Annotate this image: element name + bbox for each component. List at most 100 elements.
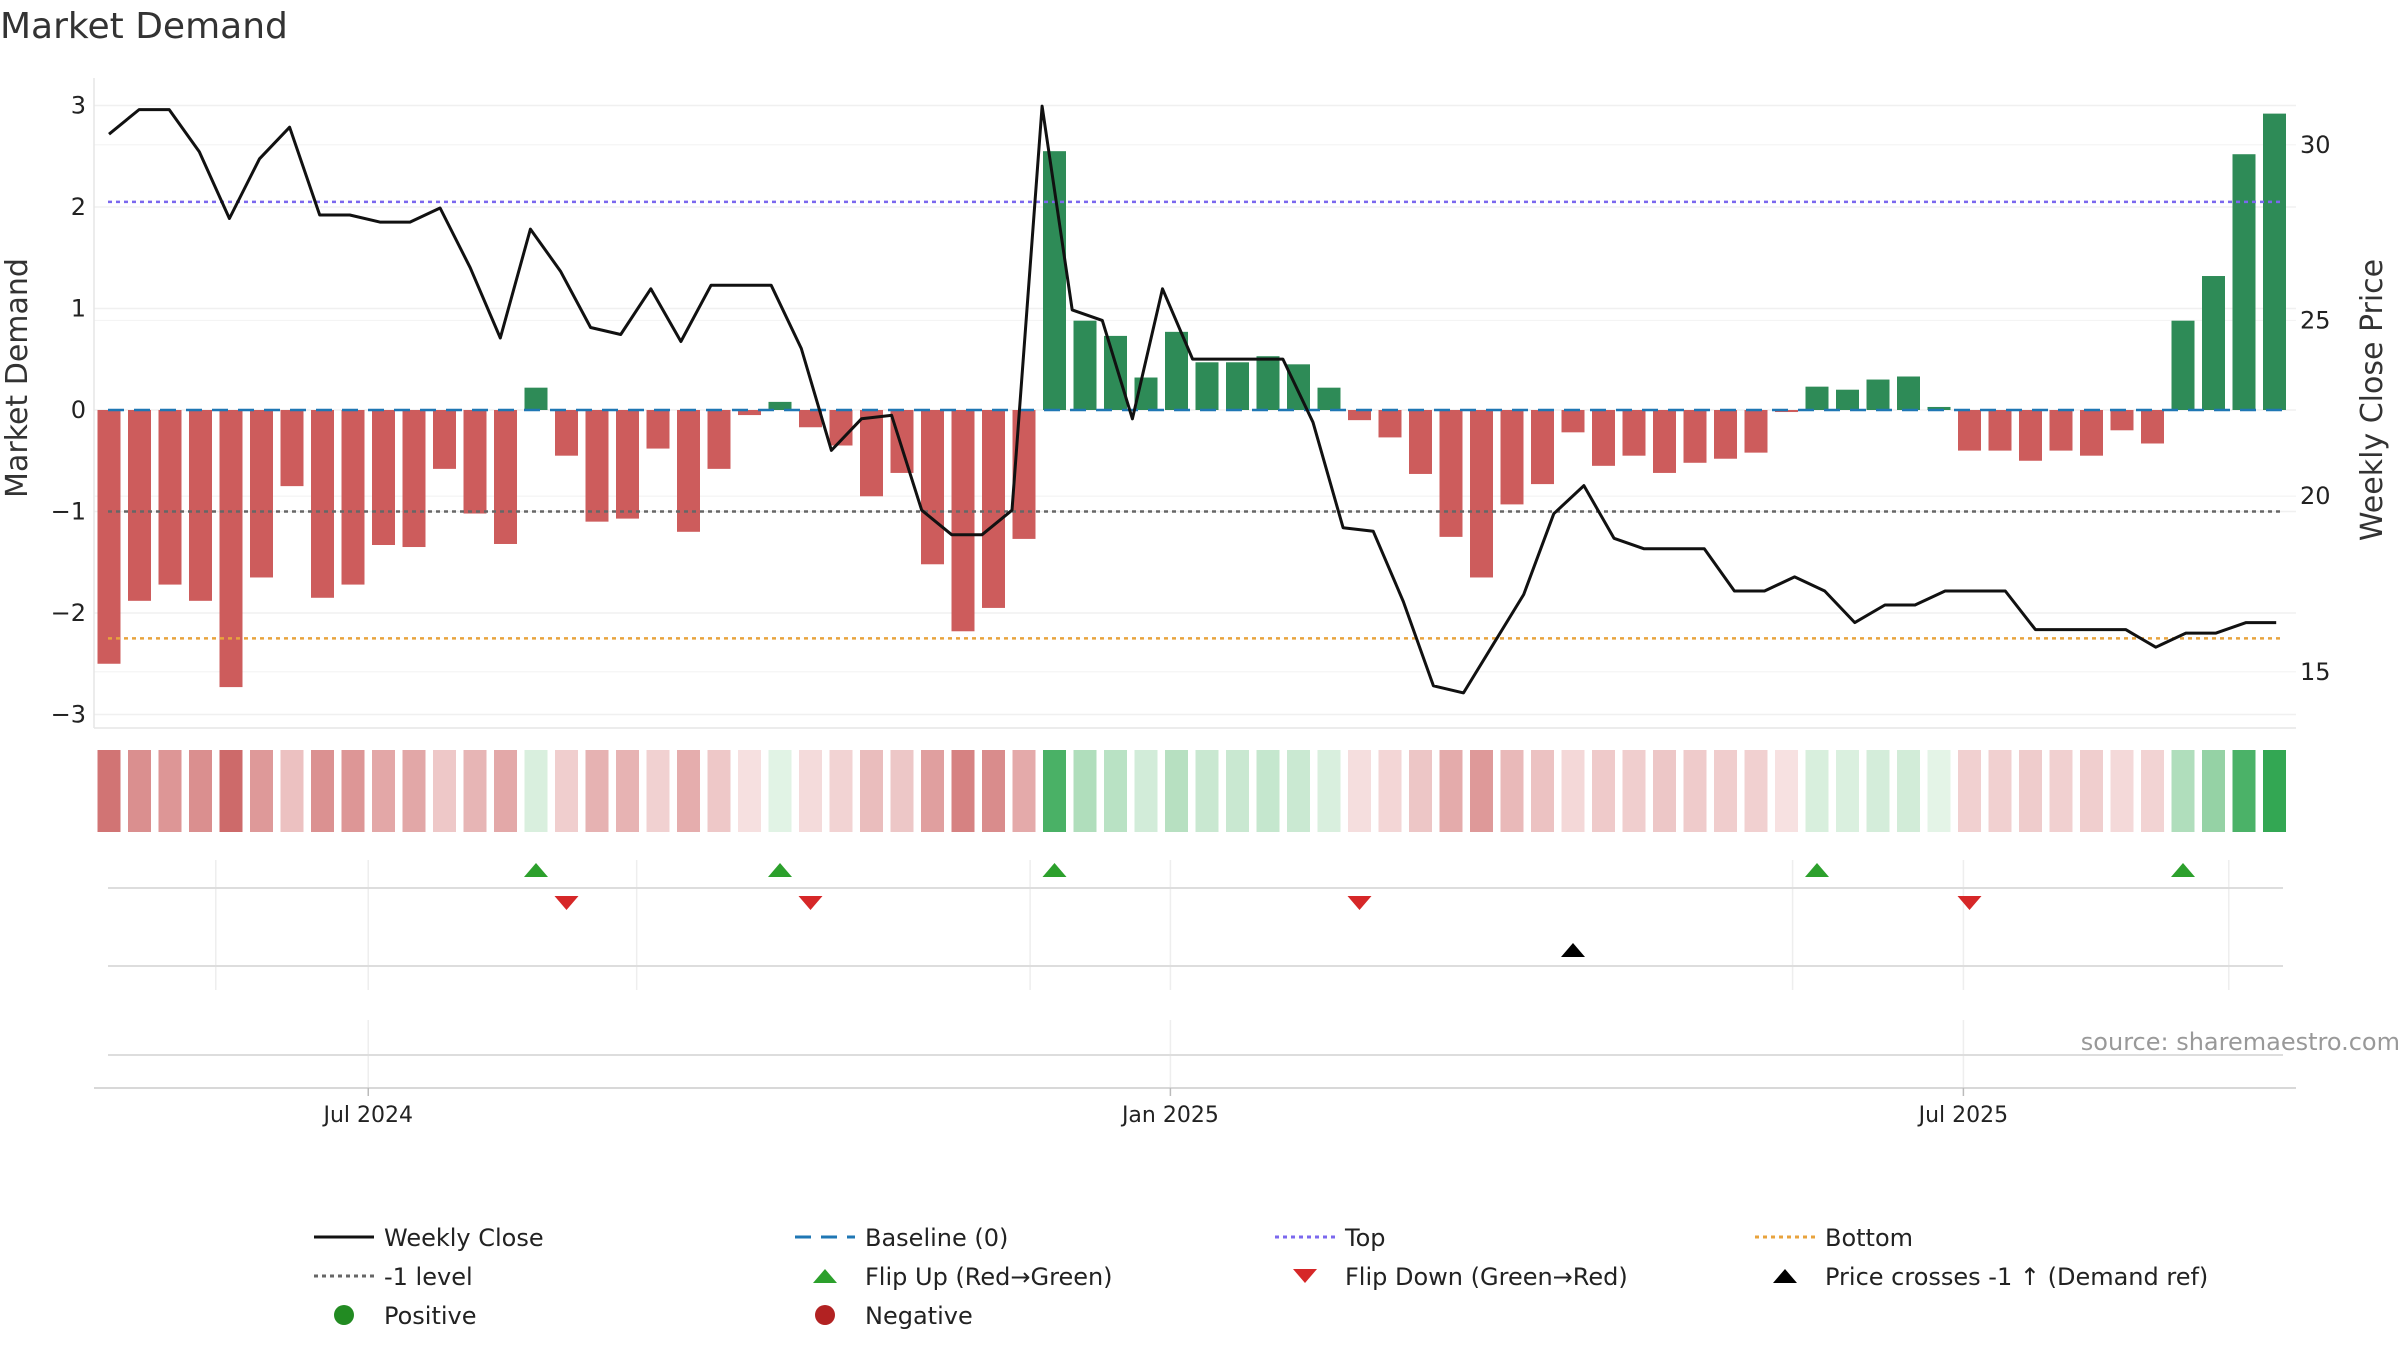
heat-cell-11 bbox=[433, 750, 456, 832]
demand-bar-65 bbox=[2080, 410, 2103, 456]
demand-bar-1 bbox=[128, 410, 151, 601]
heat-cell-49 bbox=[1592, 750, 1615, 832]
demand-bar-66 bbox=[2110, 410, 2134, 431]
demand-bar-15 bbox=[555, 410, 578, 456]
legend-item: Top bbox=[1275, 1224, 1386, 1252]
flip-up-marker-22 bbox=[768, 863, 792, 877]
legend-label: Top bbox=[1344, 1224, 1386, 1252]
heat-cell-15 bbox=[555, 750, 578, 832]
demand-bar-2 bbox=[158, 410, 182, 585]
demand-bar-58 bbox=[1866, 379, 1890, 410]
demand-bar-54 bbox=[1744, 410, 1768, 453]
demand-bar-14 bbox=[524, 387, 548, 410]
heat-cell-40 bbox=[1317, 750, 1341, 832]
demand-bar-46 bbox=[1500, 410, 1524, 505]
heat-cell-57 bbox=[1836, 750, 1859, 832]
legend-item: Flip Down (Green→Red) bbox=[1293, 1263, 1628, 1291]
heat-cell-64 bbox=[2049, 750, 2073, 832]
demand-bar-23 bbox=[799, 410, 822, 428]
demand-bar-25 bbox=[860, 410, 883, 497]
demand-bar-49 bbox=[1592, 410, 1615, 466]
heat-cell-20 bbox=[707, 750, 731, 832]
event-markers bbox=[524, 863, 2195, 957]
heat-cell-10 bbox=[402, 750, 426, 832]
demand-bar-60 bbox=[1927, 406, 1951, 410]
heat-cell-46 bbox=[1500, 750, 1524, 832]
flip-up-marker-68 bbox=[2171, 863, 2195, 877]
demand-bar-61 bbox=[1958, 410, 1981, 451]
heat-cell-42 bbox=[1378, 750, 1402, 832]
heat-cell-62 bbox=[1988, 750, 2012, 832]
flip-up-marker-56 bbox=[1805, 863, 1829, 877]
right-tick-label: 25 bbox=[2300, 306, 2331, 334]
legend-swatch bbox=[815, 1305, 835, 1325]
legend-item: Baseline (0) bbox=[795, 1224, 1008, 1252]
heat-cell-9 bbox=[372, 750, 395, 832]
heat-cell-66 bbox=[2110, 750, 2134, 832]
heat-cell-19 bbox=[677, 750, 700, 832]
legend-item: Price crosses -1 ↑ (Demand ref) bbox=[1773, 1263, 2208, 1291]
demand-bar-5 bbox=[250, 410, 273, 578]
demand-bar-70 bbox=[2232, 154, 2256, 410]
demand-bar-24 bbox=[829, 410, 853, 446]
chart-title: Market Demand bbox=[0, 6, 288, 47]
heat-cell-47 bbox=[1531, 750, 1554, 832]
heat-cell-70 bbox=[2232, 750, 2256, 832]
date-tick-label: Jul 2025 bbox=[1917, 1103, 2009, 1128]
left-tick-label: −2 bbox=[51, 599, 86, 627]
heat-cell-51 bbox=[1653, 750, 1676, 832]
demand-bar-16 bbox=[585, 410, 609, 522]
left-axis-label: Market Demand bbox=[0, 258, 35, 498]
demand-bar-48 bbox=[1561, 410, 1585, 433]
heat-cell-25 bbox=[860, 750, 883, 832]
heat-cell-35 bbox=[1165, 750, 1188, 832]
demand-bar-13 bbox=[494, 410, 517, 544]
heat-cell-38 bbox=[1256, 750, 1280, 832]
flip-down-marker-23 bbox=[798, 896, 823, 910]
heat-cell-27 bbox=[921, 750, 944, 832]
demand-bar-69 bbox=[2202, 276, 2225, 410]
demand-bar-71 bbox=[2263, 113, 2286, 411]
demand-bar-53 bbox=[1714, 410, 1737, 459]
legend-label: Flip Down (Green→Red) bbox=[1345, 1263, 1628, 1291]
heat-cell-63 bbox=[2019, 750, 2042, 832]
heat-cell-8 bbox=[341, 750, 365, 832]
left-tick-label: 3 bbox=[71, 92, 86, 120]
left-tick-label: 1 bbox=[71, 295, 86, 323]
demand-bar-0 bbox=[97, 410, 121, 664]
demand-bar-36 bbox=[1195, 362, 1219, 410]
demand-bar-8 bbox=[341, 410, 365, 585]
demand-bar-63 bbox=[2019, 410, 2042, 461]
flip-down-marker-61 bbox=[1957, 896, 1982, 910]
heat-cell-59 bbox=[1897, 750, 1920, 832]
heat-cell-30 bbox=[1012, 750, 1036, 832]
legend-label: Negative bbox=[865, 1302, 973, 1330]
demand-bar-64 bbox=[2049, 410, 2073, 451]
heat-cell-7 bbox=[311, 750, 334, 832]
demand-bar-29 bbox=[982, 410, 1005, 608]
legend-item: Flip Up (Red→Green) bbox=[813, 1263, 1113, 1291]
heat-cell-61 bbox=[1958, 750, 1981, 832]
demand-bar-39 bbox=[1287, 364, 1310, 410]
legend-label: Price crosses -1 ↑ (Demand ref) bbox=[1825, 1263, 2208, 1291]
heat-cell-55 bbox=[1775, 750, 1798, 832]
heat-cell-48 bbox=[1561, 750, 1585, 832]
heat-cell-36 bbox=[1195, 750, 1219, 832]
legend-swatch bbox=[1293, 1269, 1317, 1283]
legend-item: Positive bbox=[334, 1302, 477, 1330]
demand-bar-12 bbox=[463, 410, 487, 514]
heat-cell-34 bbox=[1134, 750, 1158, 832]
price-cross-marker-48 bbox=[1561, 943, 1585, 957]
demand-bars bbox=[97, 113, 2286, 688]
demand-bar-21 bbox=[738, 410, 761, 416]
heat-cell-2 bbox=[158, 750, 182, 832]
flip-down-marker-15 bbox=[554, 896, 579, 910]
flip-up-marker-14 bbox=[524, 863, 548, 877]
heat-cell-39 bbox=[1287, 750, 1310, 832]
heat-cell-28 bbox=[951, 750, 975, 832]
demand-bar-41 bbox=[1348, 410, 1371, 421]
heat-cell-58 bbox=[1866, 750, 1890, 832]
demand-bar-10 bbox=[402, 410, 426, 548]
